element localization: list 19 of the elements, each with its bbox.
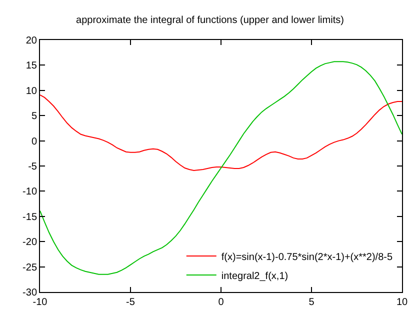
y-tick-label: -5 — [28, 162, 38, 172]
y-tick-label: 10 — [26, 86, 38, 97]
y-tick-label: -15 — [22, 212, 38, 223]
y-tick-label: 0 — [31, 136, 38, 148]
chart-title: approximate the integral of functions (upper and lower limits) — [76, 15, 344, 26]
y-tick-label: 15 — [26, 60, 38, 72]
y-tick-label: -25 — [22, 262, 38, 274]
x-tick-label: 0 — [218, 297, 224, 308]
x-tick-label: 10 — [396, 297, 408, 308]
y-tick-label: -10 — [22, 186, 38, 198]
x-tick-label: -5 — [126, 297, 136, 308]
legend-label: f(x)=sin(x-1)-0.75*sin(2*x-1)+(x**2)/8-5 — [221, 252, 393, 263]
y-tick-label: 5 — [31, 111, 38, 122]
y-tick-label: -30 — [22, 288, 38, 298]
line-series — [40, 94, 402, 172]
x-tick-label: 5 — [308, 297, 315, 308]
legend-label: integral2_f(x,1) — [221, 270, 288, 282]
y-tick-label: -20 — [22, 237, 38, 248]
y-tick-label: 20 — [26, 36, 38, 46]
